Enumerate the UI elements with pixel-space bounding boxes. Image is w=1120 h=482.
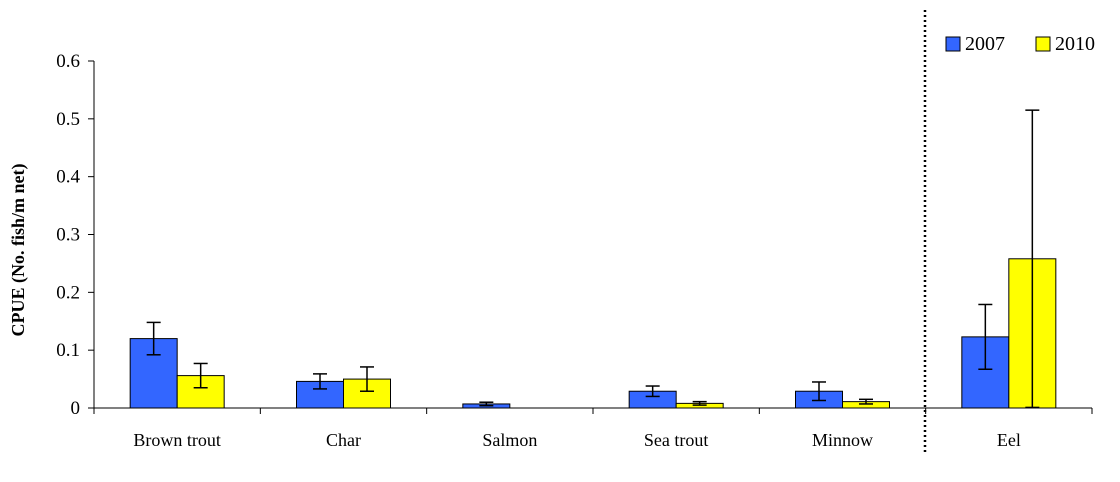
category-label: Sea trout xyxy=(644,430,709,450)
y-axis: 0 0.1 0.2 0.3 0.4 0.5 0.6 xyxy=(56,51,95,419)
legend-swatch-2010 xyxy=(1035,36,1051,52)
y-tick-label: 0.2 xyxy=(56,282,80,303)
y-tick-label: 0.4 xyxy=(56,167,80,188)
legend-label: 2007 xyxy=(965,33,1005,55)
category-label: Char xyxy=(326,430,361,450)
bars xyxy=(129,109,1057,409)
category-label: Eel xyxy=(997,430,1021,450)
bar-2007 xyxy=(296,380,344,409)
y-axis-label: CPUE (No. fish/m net) xyxy=(8,164,29,337)
y-tick-label: 0.5 xyxy=(56,109,80,130)
legend-swatch-2007 xyxy=(945,36,961,52)
y-tick-label: 0.3 xyxy=(56,225,80,246)
category-label: Minnow xyxy=(812,430,873,450)
x-axis xyxy=(93,407,1093,414)
legend: 2007 2010 xyxy=(945,33,1095,55)
y-tick-label: 0.6 xyxy=(56,51,80,72)
category-label: Salmon xyxy=(482,430,537,450)
category-labels: Brown trout Char Salmon Sea trout Minnow Eel xyxy=(133,430,1020,450)
category-label: Brown trout xyxy=(133,430,221,450)
y-tick-label: 0 xyxy=(71,398,81,419)
bar-2007 xyxy=(129,338,178,409)
legend-label: 2010 xyxy=(1055,33,1095,55)
y-tick-label: 0.1 xyxy=(56,340,80,361)
